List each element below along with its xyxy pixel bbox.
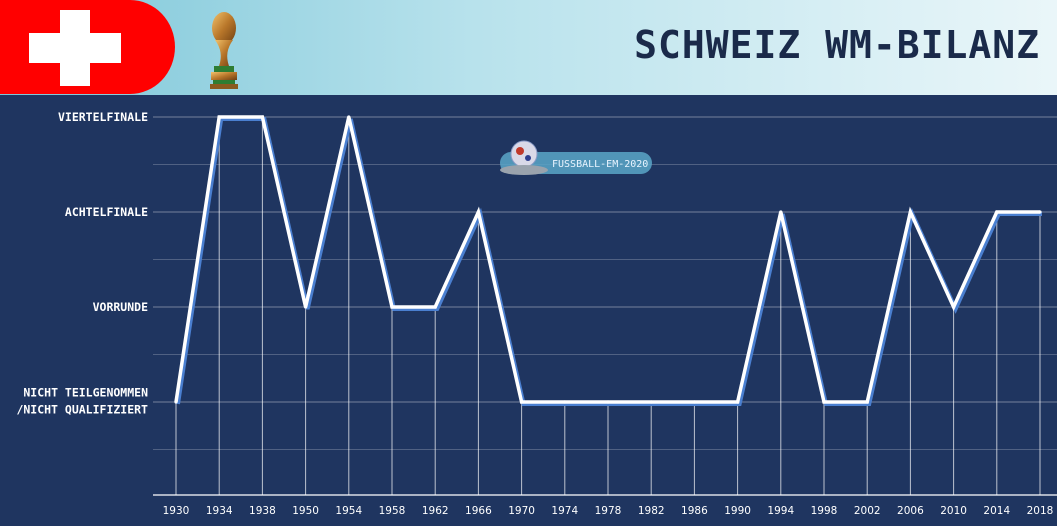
header-band — [0, 0, 1057, 95]
data-point — [476, 210, 480, 214]
drop-lines-layer — [175, 117, 1041, 495]
y-level-label: NICHT TEILGENOMMEN — [23, 386, 148, 400]
x-tick-label: 1994 — [767, 505, 794, 517]
x-tick-labels: 1930 1934 1938 1950 1954 1958 1962 1966 1970 1974… — [163, 505, 1054, 517]
data-point — [908, 210, 913, 214]
data-point — [865, 400, 869, 404]
data-point — [649, 400, 653, 404]
x-tick-label: 2014 — [983, 505, 1010, 517]
data-point — [952, 305, 956, 309]
data-point — [433, 305, 437, 309]
x-tick-label: 1978 — [595, 505, 622, 517]
data-point — [390, 305, 394, 309]
data-point — [174, 400, 178, 404]
world-cup-trophy-icon — [210, 12, 238, 89]
data-point — [304, 305, 308, 309]
watermark: FUSSBALL-EM-2020 — [500, 140, 652, 175]
data-point — [692, 400, 697, 404]
x-tick-label: 1966 — [465, 505, 492, 517]
x-tick-label: 1998 — [811, 505, 838, 517]
series-layer — [174, 115, 1042, 406]
x-tick-label: 2010 — [940, 505, 967, 517]
y-level-label: /NICHT QUALIFIZIERT — [16, 403, 148, 417]
y-level-label: VIERTELFINALE — [58, 110, 148, 124]
data-point — [260, 115, 264, 119]
data-point — [520, 400, 524, 404]
x-tick-label: 1930 — [163, 505, 190, 517]
y-level-labels: NICHT TEILGENOMMEN/NICHT QUALIFIZIERT VOR… — [16, 110, 148, 417]
watermark-text: FUSSBALL-EM-2020 — [552, 159, 648, 170]
data-point — [563, 400, 567, 404]
x-tick-label: 2002 — [854, 505, 881, 517]
watermark-ball-icon — [510, 140, 538, 168]
data-point — [995, 210, 999, 214]
data-point — [347, 115, 351, 119]
y-level-label: ACHTELFINALE — [65, 205, 148, 219]
x-tick-label: 1958 — [379, 505, 406, 517]
x-tick-label: 2018 — [1027, 505, 1054, 517]
data-point — [822, 400, 826, 404]
x-tick-label: 1974 — [551, 505, 578, 517]
x-tick-label: 1950 — [292, 505, 319, 517]
data-point — [736, 400, 740, 404]
x-tick-label: 1938 — [249, 505, 276, 517]
x-tick-label: 1934 — [206, 505, 233, 517]
x-tick-label: 1962 — [422, 505, 449, 517]
x-tick-label: 1982 — [638, 505, 665, 517]
data-point — [606, 400, 610, 404]
x-tick-label: 1990 — [724, 505, 751, 517]
x-tick-label: 1954 — [335, 505, 362, 517]
data-point — [217, 115, 221, 119]
data-point — [1038, 210, 1042, 214]
x-tick-label: 1986 — [681, 505, 708, 517]
series-line-shadow — [176, 117, 1042, 406]
data-point — [779, 210, 783, 214]
y-level-label: VORRUNDE — [93, 300, 148, 314]
chart-title: SCHWEIZ WM-BILANZ — [634, 23, 1040, 67]
x-tick-label: 2006 — [897, 505, 924, 517]
x-tick-label: 1970 — [508, 505, 535, 517]
swiss-flag-icon — [0, 0, 175, 94]
